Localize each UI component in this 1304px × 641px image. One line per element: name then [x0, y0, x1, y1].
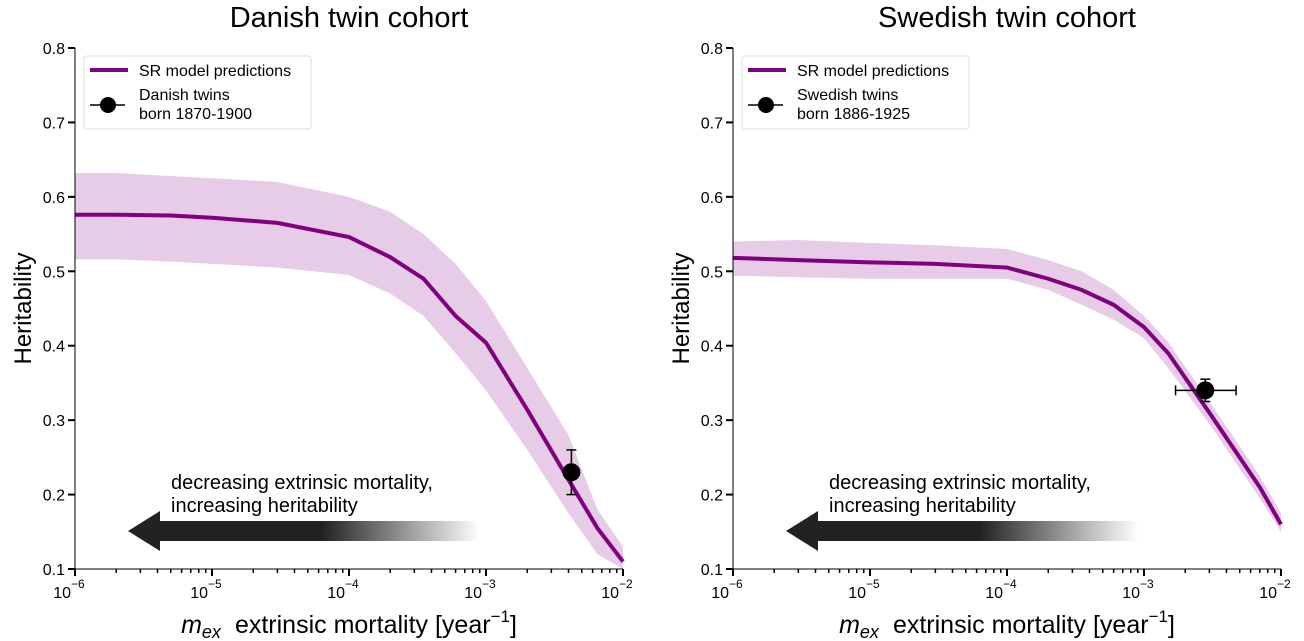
- annotation-text: decreasing extrinsic mortality,: [829, 472, 1091, 494]
- x-label-subscript: ex: [860, 622, 880, 641]
- legend-label-data: Swedish twins: [797, 87, 898, 104]
- y-tick-label: 0.3: [701, 413, 723, 430]
- y-tick-label: 0.4: [701, 339, 723, 356]
- x-tick-exponent: −6: [71, 577, 85, 591]
- x-tick-exponent: −2: [1277, 577, 1291, 591]
- x-tick-label: 10−6: [53, 577, 85, 602]
- annotation-text: increasing heritability: [171, 495, 358, 517]
- x-tick-base: 10: [711, 585, 729, 602]
- x-tick-base: 10: [985, 585, 1003, 602]
- x-tick-base: 10: [190, 585, 208, 602]
- y-tick-label: 0.2: [43, 488, 65, 505]
- y-tick-label: 0.1: [43, 562, 65, 579]
- legend-label-model: SR model predictions: [139, 63, 291, 80]
- x-axis-label: mex extrinsic mortality [year−1]: [181, 607, 517, 641]
- x-label-superscript: −1: [491, 607, 510, 626]
- y-tick-label: 0.3: [43, 413, 65, 430]
- x-tick-label: 10−3: [1122, 577, 1154, 602]
- chart-title: Swedish twin cohort: [878, 2, 1136, 34]
- x-tick-label: 10−2: [601, 577, 633, 602]
- x-tick-exponent: −3: [482, 577, 496, 591]
- x-tick-label: 10−6: [711, 577, 743, 602]
- x-tick-label: 10−3: [464, 577, 496, 602]
- y-tick-label: 0.2: [701, 488, 723, 505]
- sr-model-line: [732, 255, 1283, 526]
- annotation-text: increasing heritability: [829, 495, 1016, 517]
- data-point-0: [1174, 378, 1237, 403]
- confidence-band: [733, 240, 1281, 532]
- annotation-text: decreasing extrinsic mortality,: [171, 472, 433, 494]
- chart-panel-0: Danish twin cohort decreasing extrinsic m…: [10, 2, 633, 641]
- legend-label-model: SR model predictions: [797, 63, 949, 80]
- x-label-symbol: m: [181, 611, 202, 639]
- y-axis-label: Heritability: [10, 252, 37, 364]
- x-tick-exponent: −3: [1140, 577, 1154, 591]
- x-label-superscript: −1: [1149, 607, 1168, 626]
- y-tick-label: 0.8: [701, 41, 723, 58]
- x-tick-exponent: −4: [1003, 577, 1017, 591]
- data-point-marker: [1196, 381, 1215, 400]
- y-tick-label: 0.5: [43, 264, 65, 281]
- legend-box: [83, 55, 312, 130]
- y-tick-label: 0.8: [43, 41, 65, 58]
- x-label-end: ]: [510, 611, 517, 639]
- legend-point-swatch: [758, 97, 774, 113]
- x-tick-base: 10: [601, 585, 619, 602]
- x-tick-exponent: −4: [345, 577, 359, 591]
- x-axis-label: mex extrinsic mortality [year−1]: [839, 607, 1175, 641]
- legend-box: [741, 55, 970, 130]
- chart-title: Danish twin cohort: [230, 2, 469, 34]
- x-tick-base: 10: [1259, 585, 1277, 602]
- y-tick-label: 0.7: [701, 115, 723, 132]
- legend: SR model predictions Swedish twins born 18…: [741, 55, 970, 130]
- x-tick-base: 10: [848, 585, 866, 602]
- x-tick-label: 10−5: [190, 577, 222, 602]
- y-tick-label: 0.7: [43, 115, 65, 132]
- x-label-symbol: m: [839, 611, 860, 639]
- x-label-end: ]: [1168, 611, 1175, 639]
- x-label-text: extrinsic mortality [year: [235, 611, 491, 639]
- y-tick-label: 0.1: [701, 562, 723, 579]
- data-point-0: [562, 449, 581, 496]
- chart-panel-1: Swedish twin cohort decreasing extrinsic …: [668, 2, 1291, 641]
- x-tick-exponent: −6: [729, 577, 743, 591]
- x-label-subscript: ex: [202, 622, 222, 641]
- x-tick-label: 10−2: [1259, 577, 1291, 602]
- x-tick-base: 10: [464, 585, 482, 602]
- x-tick-base: 10: [1122, 585, 1140, 602]
- x-label-text: extrinsic mortality [year: [893, 611, 1149, 639]
- confidence-band: [75, 173, 623, 570]
- x-tick-label: 10−4: [327, 577, 359, 602]
- x-tick-label: 10−4: [985, 577, 1017, 602]
- legend-label-data: born 1870-1900: [139, 106, 252, 123]
- y-tick-label: 0.5: [701, 264, 723, 281]
- x-tick-base: 10: [53, 585, 71, 602]
- x-tick-base: 10: [327, 585, 345, 602]
- x-tick-exponent: −5: [208, 577, 222, 591]
- legend: SR model predictions Danish twins born 187…: [83, 55, 312, 130]
- y-tick-label: 0.6: [701, 190, 723, 207]
- y-tick-label: 0.4: [43, 339, 65, 356]
- sr-model-line: [75, 212, 625, 563]
- legend-label-data: Danish twins: [139, 87, 230, 104]
- y-axis-label: Heritability: [668, 252, 695, 364]
- data-point-marker: [562, 463, 581, 482]
- x-tick-label: 10−5: [848, 577, 880, 602]
- y-tick-label: 0.6: [43, 190, 65, 207]
- decreasing-mortality-arrow: [786, 511, 1138, 551]
- x-tick-exponent: −5: [866, 577, 880, 591]
- legend-label-data: born 1886-1925: [797, 106, 910, 123]
- legend-point-swatch: [100, 97, 116, 113]
- decreasing-mortality-arrow: [128, 511, 480, 551]
- x-tick-exponent: −2: [619, 577, 633, 591]
